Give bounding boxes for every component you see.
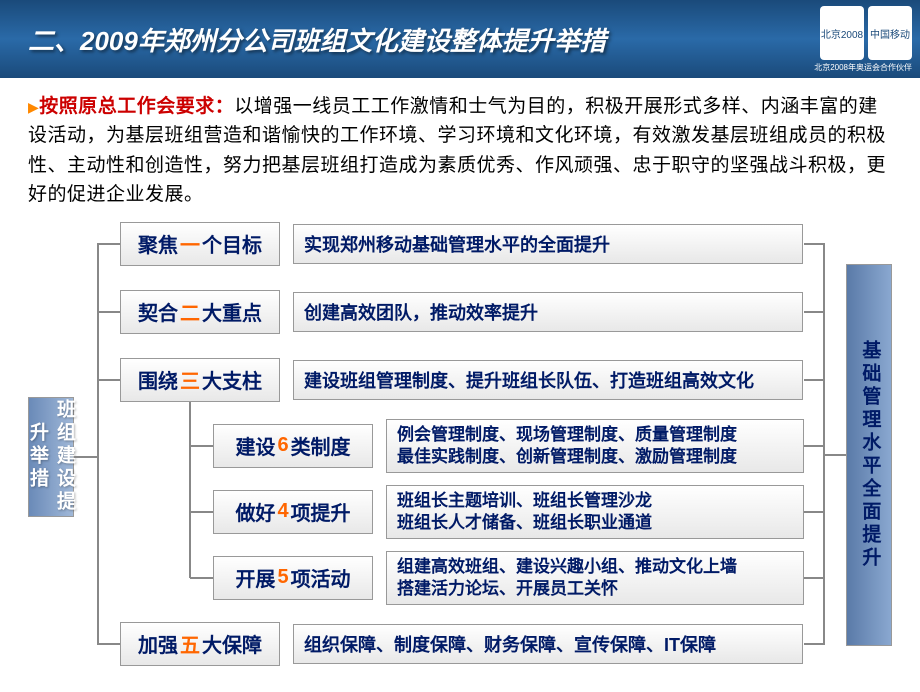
label-num: 5 — [277, 566, 288, 589]
intro-paragraph: ▶按照原总工作会要求：以增强一线员工工作激情和士气为目的，积极开展形式多样、内涵… — [28, 92, 892, 210]
label-num: 6 — [277, 434, 288, 457]
label-pre: 建设 — [235, 431, 275, 460]
desc-line1: 例会管理制度、现场管理制度、质量管理制度 — [397, 424, 737, 446]
desc-box-3: 建设班组管理制度、提升班组长队伍、打造班组高效文化 — [293, 360, 803, 400]
label-box-5: 做好 4 项提升 — [213, 490, 373, 534]
label-post: 大重点 — [202, 297, 262, 326]
header-bar: 二、2009年郑州分公司班组文化建设整体提升举措 北京2008 中国移动 北京2… — [0, 0, 920, 78]
bullet-arrow-icon: ▶ — [28, 99, 39, 115]
sub-bracket2-icon — [168, 402, 214, 582]
label-pre: 围绕 — [138, 365, 178, 394]
label-post: 类制度 — [291, 431, 351, 460]
label-num: 三 — [180, 365, 200, 394]
desc-box-4: 例会管理制度、现场管理制度、质量管理制度 最佳实践制度、创新管理制度、激励管理制… — [386, 419, 804, 473]
label-box-1: 聚焦一个目标 — [120, 222, 280, 266]
right-vertical-label: 基础管理水平全面提升 — [846, 264, 892, 646]
label-num: 五 — [180, 629, 200, 658]
label-post: 个目标 — [202, 229, 262, 258]
desc-line2: 搭建活力论坛、开展员工关怀 — [397, 578, 618, 600]
label-pre: 做好 — [235, 497, 275, 526]
olympics-logo: 北京2008 — [820, 6, 864, 60]
desc-box-6: 组建高效班组、建设兴趣小组、推动文化上墙 搭建活力论坛、开展员工关怀 — [386, 551, 804, 605]
label-post: 项提升 — [291, 497, 351, 526]
desc-box-5: 班组长主题培训、班组长管理沙龙 班组长人才储备、班组长职业通道 — [386, 485, 804, 539]
label-num: 一 — [180, 229, 200, 258]
logo-group: 北京2008 中国移动 — [820, 6, 912, 60]
label-pre: 聚焦 — [138, 229, 178, 258]
label-post: 大支柱 — [202, 365, 262, 394]
label-pre: 契合 — [138, 297, 178, 326]
label-num: 4 — [277, 500, 288, 523]
label-box-4: 建设 6 类制度 — [213, 424, 373, 468]
page-title: 二、2009年郑州分公司班组文化建设整体提升举措 — [28, 21, 606, 58]
desc-box-7: 组织保障、制度保障、财务保障、宣传保障、IT保障 — [293, 624, 803, 664]
left-bracket-icon — [74, 222, 120, 666]
desc-line2: 最佳实践制度、创新管理制度、激励管理制度 — [397, 446, 737, 468]
label-post: 大保障 — [202, 629, 262, 658]
label-post: 项活动 — [291, 563, 351, 592]
label-box-7: 加强五大保障 — [120, 622, 280, 666]
desc-line2: 班组长人才储备、班组长职业通道 — [397, 512, 652, 534]
label-box-6: 开展 5 项活动 — [213, 556, 373, 600]
diagram-container: 班组建设提升举措 基础管理水平全面提升 聚焦一个目标 实现郑州移动基础管理水平的… — [28, 222, 892, 682]
logo-caption: 北京2008年奥运会合作伙伴 — [814, 62, 912, 73]
label-num: 二 — [180, 297, 200, 326]
label-pre: 加强 — [138, 629, 178, 658]
right-bracket-icon — [804, 222, 846, 666]
desc-line1: 组建高效班组、建设兴趣小组、推动文化上墙 — [397, 556, 737, 578]
label-box-3: 围绕三大支柱 — [120, 358, 280, 402]
content-area: ▶按照原总工作会要求：以增强一线员工工作激情和士气为目的，积极开展形式多样、内涵… — [0, 78, 920, 692]
china-mobile-logo: 中国移动 — [868, 6, 912, 60]
left-vertical-label: 班组建设提升举措 — [28, 397, 74, 517]
desc-line1: 班组长主题培训、班组长管理沙龙 — [397, 490, 652, 512]
desc-box-2: 创建高效团队，推动效率提升 — [293, 292, 803, 332]
label-pre: 开展 — [235, 563, 275, 592]
desc-box-1: 实现郑州移动基础管理水平的全面提升 — [293, 224, 803, 264]
intro-prefix: 按照原总工作会要求： — [39, 96, 234, 117]
label-box-2: 契合二大重点 — [120, 290, 280, 334]
